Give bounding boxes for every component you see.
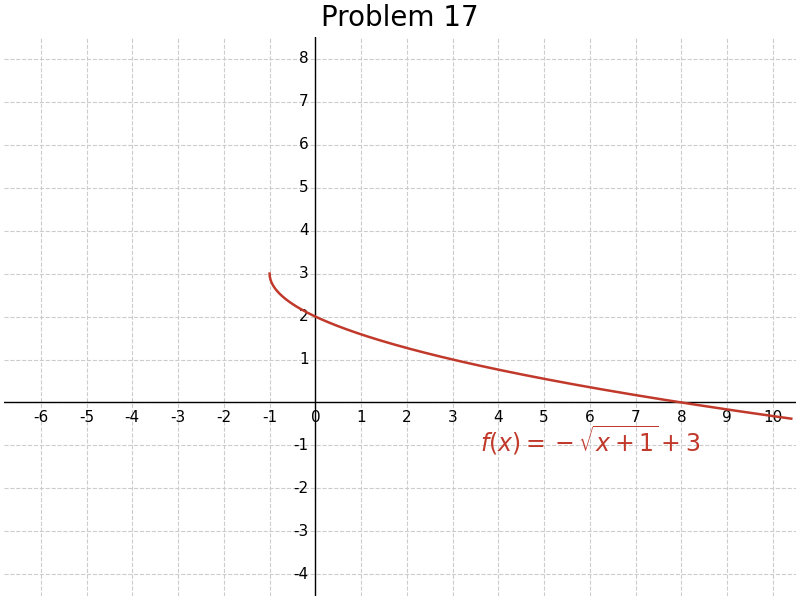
- Text: 5: 5: [299, 180, 309, 195]
- Text: 5: 5: [539, 410, 549, 425]
- Text: 10: 10: [763, 410, 782, 425]
- Text: 2: 2: [402, 410, 412, 425]
- Text: -2: -2: [216, 410, 231, 425]
- Text: -3: -3: [170, 410, 186, 425]
- Title: Problem 17: Problem 17: [321, 4, 479, 32]
- Text: -4: -4: [125, 410, 140, 425]
- Text: 0: 0: [310, 410, 320, 425]
- Text: 4: 4: [494, 410, 503, 425]
- Text: 7: 7: [299, 94, 309, 109]
- Text: -5: -5: [79, 410, 94, 425]
- Text: 8: 8: [677, 410, 686, 425]
- Text: 2: 2: [299, 309, 309, 324]
- Text: -3: -3: [294, 524, 309, 539]
- Text: -2: -2: [294, 481, 309, 496]
- Text: -4: -4: [294, 567, 309, 582]
- Text: 8: 8: [299, 51, 309, 66]
- Text: 9: 9: [722, 410, 732, 425]
- Text: -1: -1: [294, 438, 309, 453]
- Text: 6: 6: [585, 410, 594, 425]
- Text: 3: 3: [448, 410, 458, 425]
- Text: -6: -6: [33, 410, 49, 425]
- Text: 6: 6: [298, 137, 309, 152]
- Text: 4: 4: [299, 223, 309, 238]
- Text: $f(x)=-\sqrt{x+1}+3$: $f(x)=-\sqrt{x+1}+3$: [480, 424, 701, 457]
- Text: 1: 1: [356, 410, 366, 425]
- Text: 7: 7: [631, 410, 641, 425]
- Text: -1: -1: [262, 410, 277, 425]
- Text: 1: 1: [299, 352, 309, 367]
- Text: 3: 3: [298, 266, 309, 281]
